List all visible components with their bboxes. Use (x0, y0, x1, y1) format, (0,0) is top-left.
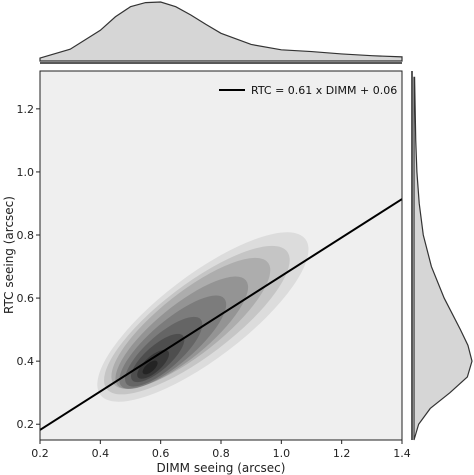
plot-background (40, 71, 402, 440)
marginal-y-density (411, 71, 473, 441)
density-level-8 (142, 360, 158, 375)
x-axis-label: DIMM seeing (arcsec) (157, 461, 286, 475)
x-tick-label: 0.4 (92, 447, 110, 460)
y-tick-label: 0.6 (17, 292, 35, 305)
x-tick-label: 0.8 (212, 447, 230, 460)
marginal-x-density (39, 1, 403, 64)
marginal-x-area (39, 1, 403, 62)
y-tick-label: 1.2 (17, 103, 35, 116)
x-tick-label: 1.4 (393, 447, 411, 460)
density-level-4 (119, 295, 227, 389)
x-axis-ticks: 0.2 0.4 0.6 0.8 1.0 1.2 1.4 (31, 440, 411, 460)
density-level-2 (111, 257, 271, 389)
x-tick-label: 1.0 (273, 447, 291, 460)
y-axis-ticks: 0.2 0.4 0.6 0.8 1.0 1.2 (17, 103, 40, 431)
x-tick-label: 0.2 (31, 447, 49, 460)
y-tick-label: 0.4 (17, 355, 35, 368)
y-tick-label: 0.8 (17, 229, 35, 242)
fit-line (39, 198, 403, 431)
marginal-y-area (413, 76, 473, 441)
y-tick-label: 1.0 (17, 166, 35, 179)
x-tick-label: 0.6 (152, 447, 170, 460)
density-level-7 (137, 349, 170, 379)
density-level-1 (104, 245, 290, 395)
x-tick-label: 1.2 (333, 447, 351, 460)
legend: RTC = 0.61 x DIMM + 0.06 (219, 84, 397, 97)
y-axis-label: RTC seeing (arcsec) (2, 196, 16, 314)
legend-label: RTC = 0.61 x DIMM + 0.06 (251, 84, 397, 97)
y-tick-label: 0.2 (17, 418, 35, 431)
